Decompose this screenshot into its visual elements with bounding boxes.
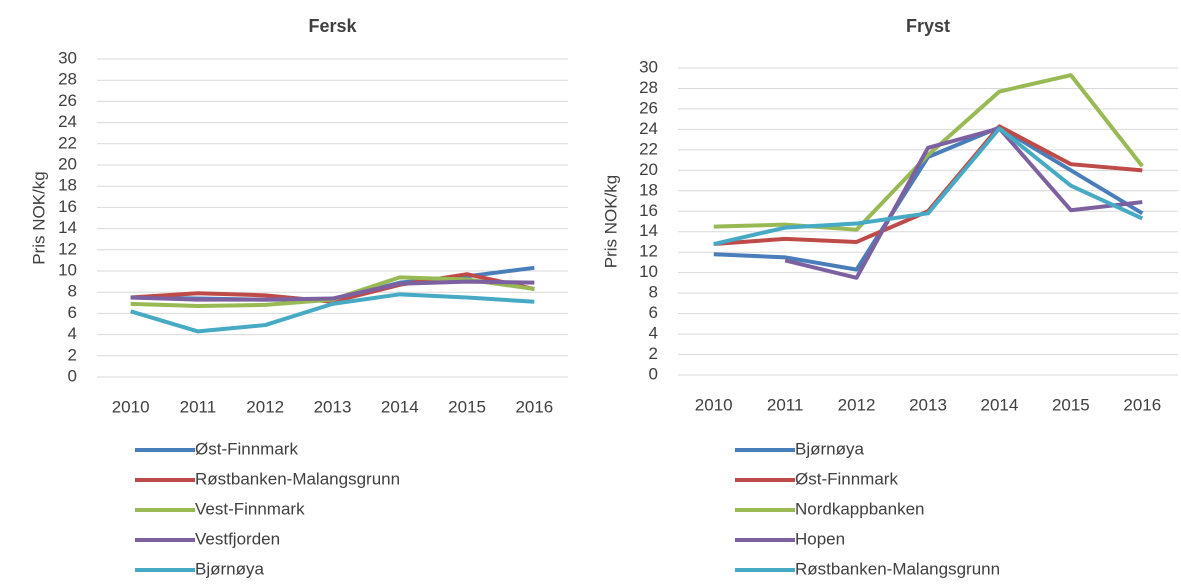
legend-label: Bjørnøya xyxy=(195,559,265,578)
y-tick-label: 8 xyxy=(649,283,658,302)
legend-label: Røstbanken-Malangsgrunn xyxy=(795,559,1000,578)
series-line xyxy=(130,292,535,334)
y-tick-label: 20 xyxy=(58,154,77,173)
x-tick-label: 2011 xyxy=(180,397,217,416)
series-line xyxy=(713,73,1144,232)
y-tick-label: 14 xyxy=(639,221,658,240)
x-tick-label: 2015 xyxy=(448,397,486,416)
x-tick-label: 2014 xyxy=(981,395,1019,414)
y-tick-label: 24 xyxy=(639,119,658,138)
y-tick-label: 26 xyxy=(639,98,658,117)
y-tick-label: 6 xyxy=(649,303,658,322)
y-tick-label: 10 xyxy=(58,260,77,279)
y-tick-label: 8 xyxy=(68,282,77,301)
series-line xyxy=(713,126,1144,246)
y-tick-label: 12 xyxy=(58,239,77,258)
legend-label: Røstbanken-Malangsgrunn xyxy=(195,469,400,488)
chart-title: Fersk xyxy=(308,16,357,36)
y-tick-label: 0 xyxy=(649,364,658,383)
y-tick-label: 28 xyxy=(639,78,658,97)
series-line xyxy=(784,126,1143,280)
y-axis-label: Pris NOK/kg xyxy=(601,175,620,269)
x-tick-label: 2010 xyxy=(695,395,733,414)
legend-label: Vestfjorden xyxy=(195,529,280,548)
y-tick-label: 30 xyxy=(639,57,658,76)
y-tick-label: 14 xyxy=(58,218,77,237)
y-tick-label: 12 xyxy=(639,242,658,261)
legend-label: Vest-Finnmark xyxy=(195,499,305,518)
x-tick-label: 2016 xyxy=(515,397,553,416)
y-tick-label: 30 xyxy=(58,48,77,67)
y-tick-label: 2 xyxy=(68,345,77,364)
legend-label: Øst-Finnmark xyxy=(195,439,298,458)
legend-label: Nordkappbanken xyxy=(795,499,924,518)
y-tick-label: 16 xyxy=(58,197,77,216)
x-tick-label: 2013 xyxy=(909,395,947,414)
y-tick-label: 6 xyxy=(68,303,77,322)
legend-label: Øst-Finnmark xyxy=(795,469,898,488)
y-tick-label: 4 xyxy=(649,324,658,343)
x-tick-label: 2013 xyxy=(314,397,352,416)
x-tick-label: 2012 xyxy=(838,395,876,414)
y-tick-label: 4 xyxy=(68,324,77,343)
x-tick-label: 2010 xyxy=(112,397,150,416)
y-tick-label: 16 xyxy=(639,201,658,220)
x-tick-label: 2014 xyxy=(381,397,419,416)
y-tick-label: 22 xyxy=(639,139,658,158)
y-tick-label: 22 xyxy=(58,133,77,152)
series-line xyxy=(130,279,535,302)
y-tick-label: 24 xyxy=(58,112,77,131)
legend-label: Bjørnøya xyxy=(795,439,865,458)
x-tick-label: 2012 xyxy=(246,397,284,416)
legend-label: Hopen xyxy=(795,529,845,548)
chart-title: Fryst xyxy=(906,16,950,36)
y-axis-label: Pris NOK/kg xyxy=(29,171,48,265)
x-tick-label: 2016 xyxy=(1123,395,1161,414)
y-tick-label: 26 xyxy=(58,91,77,110)
x-tick-label: 2015 xyxy=(1052,395,1090,414)
y-tick-label: 18 xyxy=(639,180,658,199)
series-line xyxy=(130,272,535,304)
y-tick-label: 28 xyxy=(58,70,77,89)
x-tick-label: 2011 xyxy=(767,395,804,414)
y-tick-label: 20 xyxy=(639,160,658,179)
y-tick-label: 10 xyxy=(639,262,658,281)
y-tick-label: 0 xyxy=(68,366,77,385)
y-tick-label: 18 xyxy=(58,176,77,195)
y-tick-label: 2 xyxy=(649,344,658,363)
